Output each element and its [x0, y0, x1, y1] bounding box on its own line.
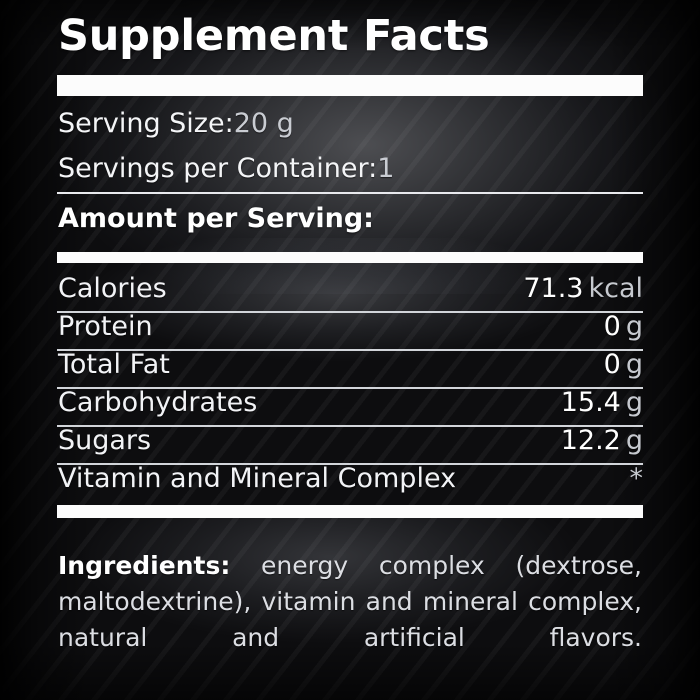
nutrient-name: Sugars	[58, 425, 152, 456]
ingredients-heading: Ingredients:	[58, 551, 231, 580]
serving-size-label: Serving Size:	[58, 108, 234, 139]
label-content: Supplement Facts Serving Size:20 g Servi…	[57, 0, 643, 700]
nutrient-amount: 12.2	[560, 425, 621, 456]
nutrient-value: 12.2 g	[561, 425, 643, 456]
servings-per-container-line: Servings per Container:1	[58, 153, 394, 184]
nutrient-amount: 0	[603, 311, 621, 342]
nutrient-name: Protein	[58, 311, 153, 342]
nutrient-value: 15.4 g	[561, 387, 643, 418]
nutrient-name: Vitamin and Mineral Complex	[58, 463, 457, 494]
servings-per-container-value: 1	[377, 153, 395, 184]
nutrient-unit: g	[625, 311, 643, 342]
label-title: Supplement Facts	[58, 11, 490, 61]
table-bottom-divider-bar	[57, 505, 643, 518]
nutrient-unit: g	[625, 387, 643, 418]
table-row: Carbohydrates 15.4 g	[57, 387, 643, 427]
ingredients-block: Ingredients: energy complex (dextrose, m…	[58, 548, 642, 692]
serving-size-line: Serving Size:20 g	[58, 108, 294, 139]
table-top-divider-bar	[57, 252, 643, 263]
nutrient-name: Carbohydrates	[58, 387, 258, 418]
title-divider-bar	[57, 75, 643, 96]
nutrient-amount: 0	[603, 349, 621, 380]
nutrient-amount: 15.4	[560, 387, 621, 418]
table-row: Vitamin and Mineral Complex *	[57, 463, 644, 503]
nutrient-name: Total Fat	[58, 349, 170, 380]
table-row: Sugars 12.2 g	[57, 425, 643, 465]
nutrient-value: *	[625, 463, 644, 494]
nutrient-amount: 71.3	[523, 273, 584, 304]
nutrient-unit: g	[625, 349, 643, 380]
footnote-asterisk: *	[629, 463, 644, 494]
serving-size-value: 20 g	[233, 108, 294, 139]
amount-per-serving-heading: Amount per Serving:	[58, 203, 374, 234]
nutrient-unit: g	[625, 425, 643, 456]
nutrient-unit: kcal	[588, 273, 643, 304]
nutrient-name: Calories	[58, 273, 167, 304]
nutrient-value: 71.3 kcal	[523, 273, 643, 304]
amount-heading-divider	[57, 192, 643, 194]
table-row: Calories 71.3 kcal	[57, 273, 643, 313]
servings-per-container-label: Servings per Container:	[58, 153, 378, 184]
